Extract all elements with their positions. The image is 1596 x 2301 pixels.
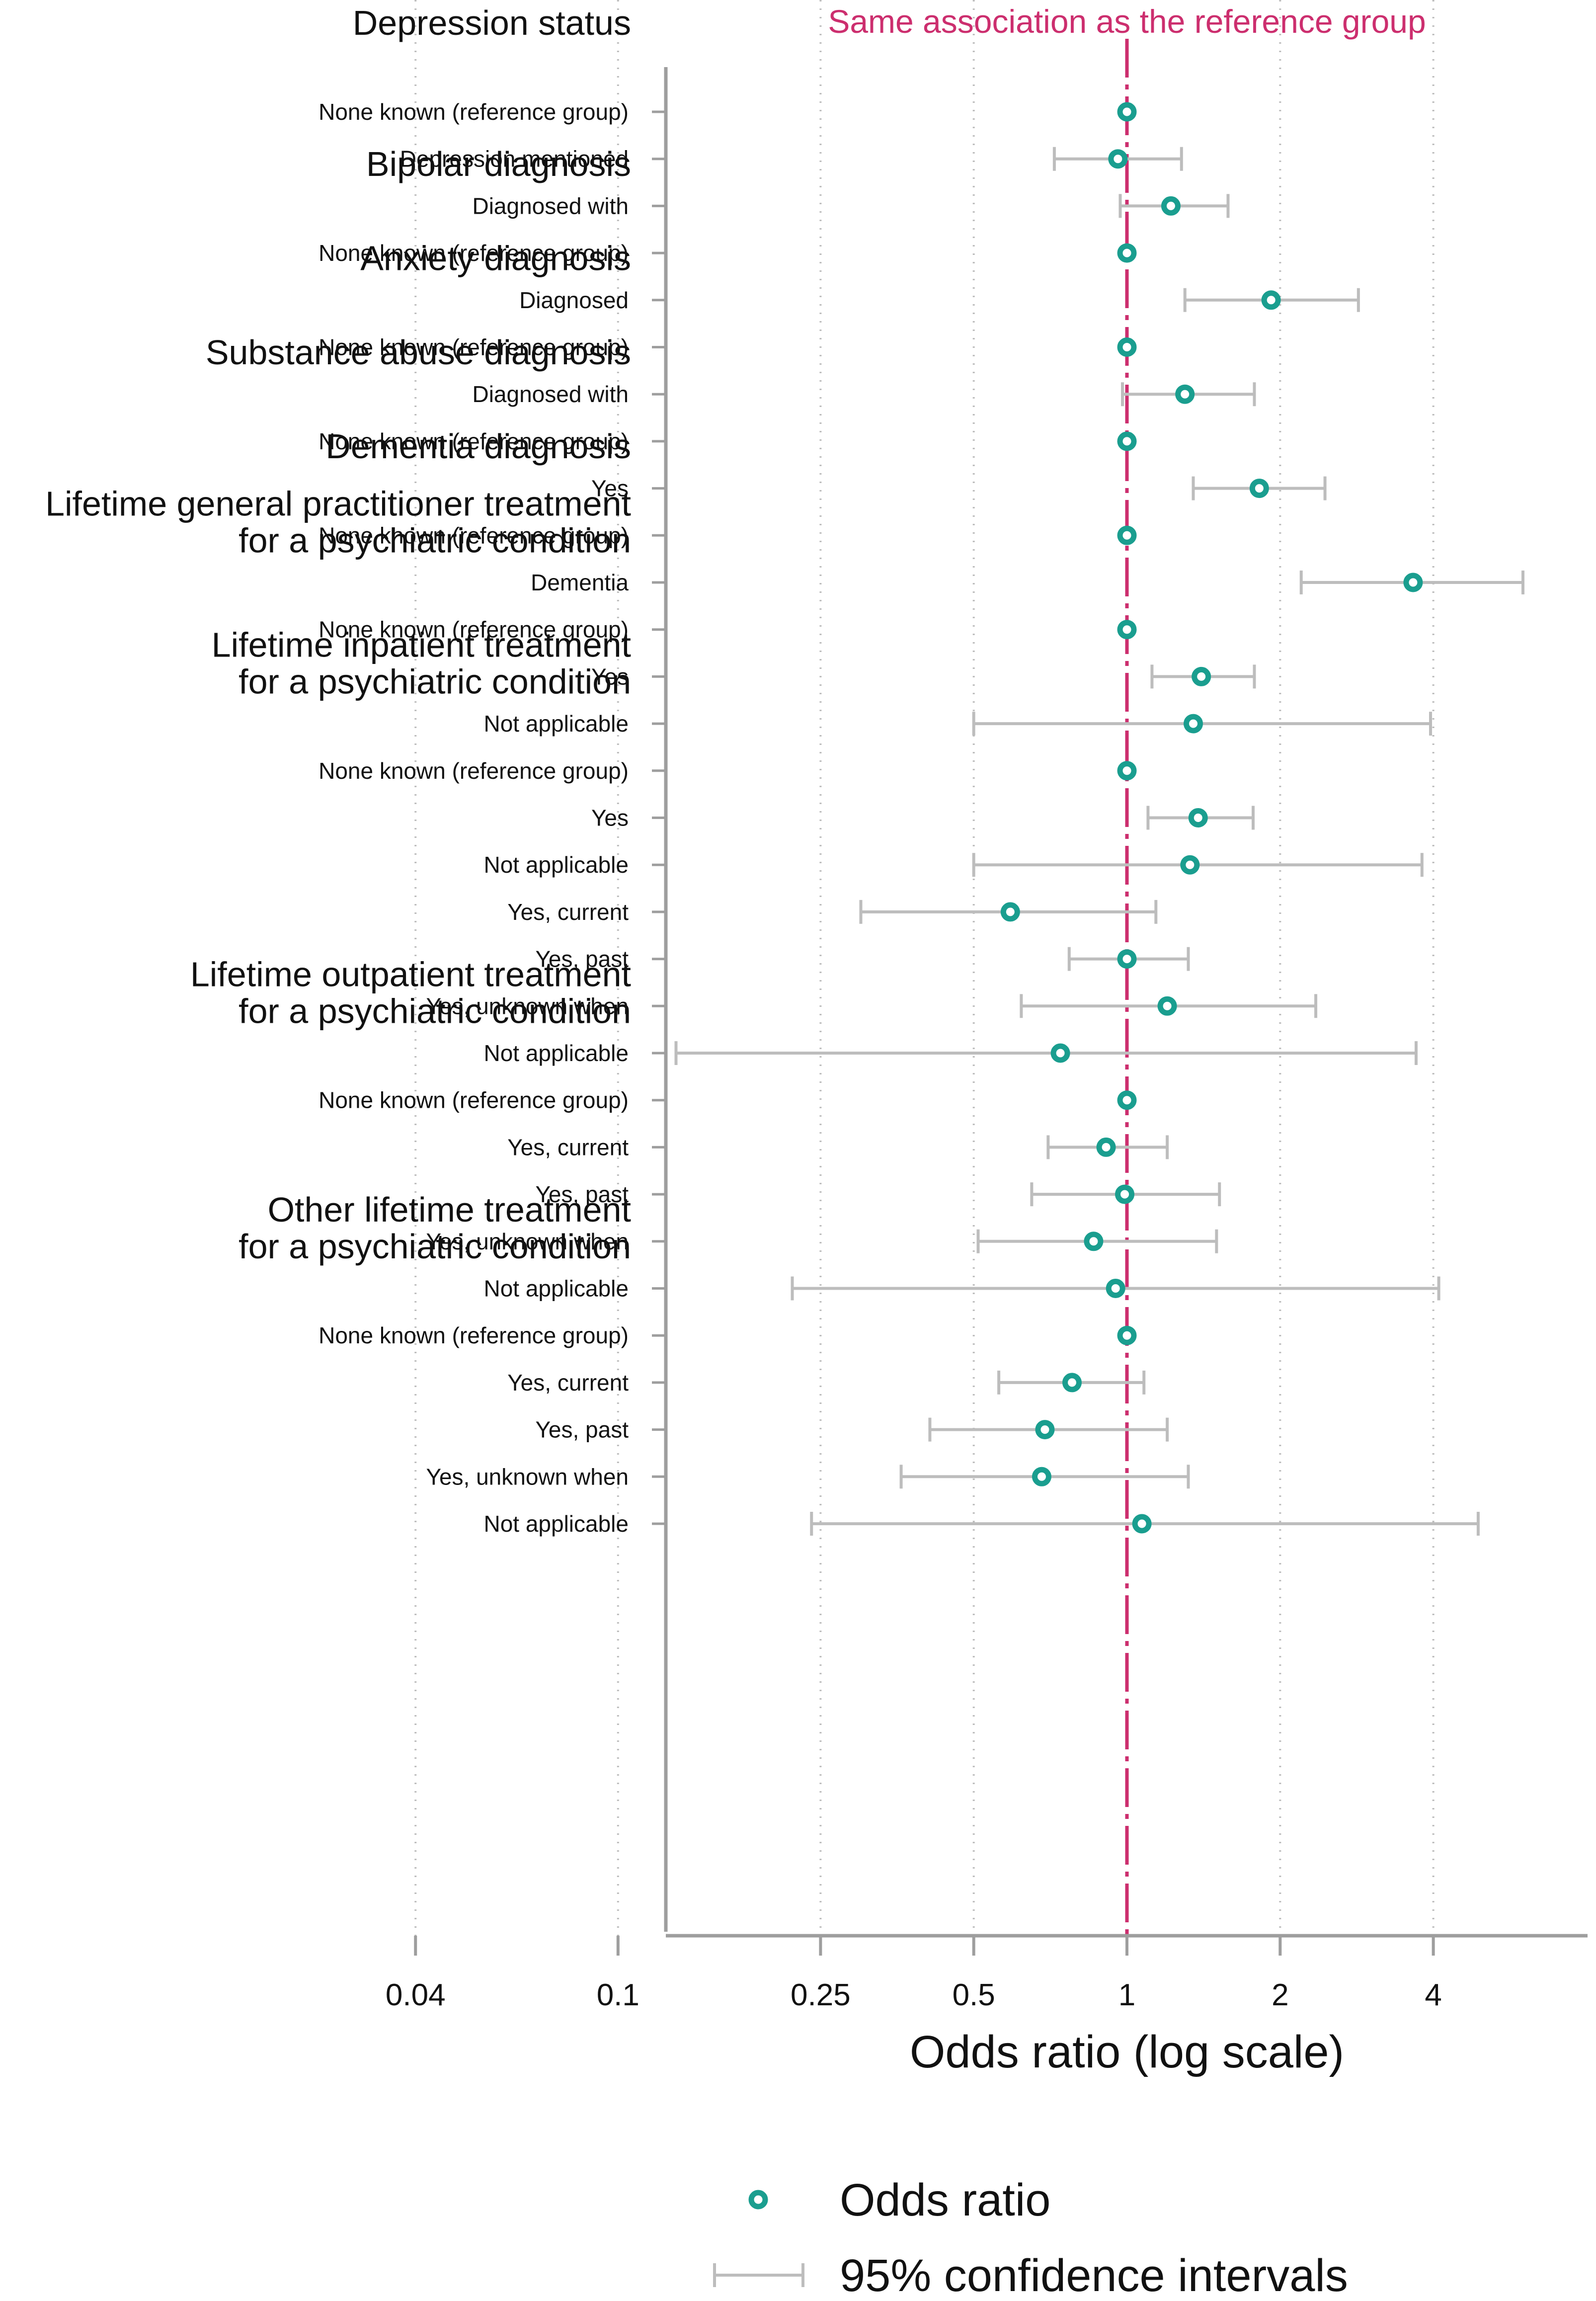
row-label-1-0: None known (reference group): [319, 240, 629, 266]
or-point-2-0: [1117, 337, 1137, 357]
or-point-5-1: [1192, 666, 1211, 686]
reference-line-group: Same association as the reference group: [828, 3, 1426, 1936]
row-label-5-1: Yes: [591, 663, 629, 689]
row-label-8-1: Yes, current: [507, 1370, 629, 1396]
or-point-7-1: [1096, 1137, 1116, 1157]
row-label-2-0: None known (reference group): [319, 334, 629, 360]
or-point-7-2: [1115, 1184, 1135, 1204]
legend-point-symbol: [748, 2190, 768, 2210]
data-rows: Depression status None known (reference g…: [45, 3, 1524, 1537]
row-label-4-1: Dementia: [531, 570, 629, 595]
or-point-6-3: [1000, 902, 1020, 922]
row-label-8-3: Yes, unknown when: [426, 1464, 629, 1489]
row-label-7-0: None known (reference group): [319, 1087, 629, 1113]
row-label-2-1: Diagnosed with: [472, 381, 629, 407]
row-label-6-1: Yes: [591, 805, 629, 831]
row-label-6-6: Not applicable: [483, 1040, 629, 1066]
row-label-8-2: Yes, past: [535, 1417, 629, 1443]
row-label-5-2: Not applicable: [483, 711, 629, 737]
group-title-3-0: Substance abuse diagnosis: [206, 333, 631, 372]
row-label-8-4: Not applicable: [483, 1511, 629, 1537]
row-label-7-4: Not applicable: [483, 1276, 629, 1302]
or-point-6-2: [1180, 855, 1200, 875]
or-point-4-0: [1117, 525, 1137, 545]
or-point-6-6: [1050, 1043, 1070, 1063]
group-title-7-0: Lifetime outpatient treatment: [190, 955, 631, 994]
x-axis-title: Odds ratio (log scale): [910, 2027, 1344, 2077]
or-point-8-4: [1132, 1514, 1152, 1534]
or-point-4-1: [1403, 573, 1423, 592]
row-label-5-0: None known (reference group): [319, 617, 629, 643]
group-title-1-0: Bipolar diagnosis: [366, 145, 631, 183]
row-label-7-3: Yes, unknown when: [426, 1229, 629, 1254]
or-point-6-4: [1117, 949, 1137, 969]
ci-bar-6-6: [674, 1041, 1418, 1065]
or-point-0-0: [1117, 102, 1137, 122]
or-point-7-0: [1117, 1090, 1137, 1110]
group-title-5-0: Lifetime general practitioner treatment: [45, 485, 631, 523]
or-point-1-1: [1261, 290, 1281, 310]
or-point-2-1: [1175, 384, 1195, 404]
or-point-3-0: [1117, 431, 1137, 451]
row-label-0-0: None known (reference group): [319, 99, 629, 125]
or-point-0-1: [1108, 149, 1128, 169]
legend: Odds ratio 95% confidence intervals: [713, 2175, 1348, 2301]
legend-ci-label: 95% confidence intervals: [840, 2250, 1348, 2301]
row-label-6-3: Yes, current: [507, 899, 629, 925]
row-label-7-2: Yes, past: [535, 1181, 629, 1207]
or-point-5-2: [1183, 714, 1203, 734]
row-label-6-2: Not applicable: [483, 852, 629, 878]
or-point-1-0: [1117, 243, 1137, 263]
row-label-6-0: None known (reference group): [319, 758, 629, 784]
or-point-6-0: [1117, 761, 1137, 781]
group-title-2-0: Anxiety diagnosis: [360, 239, 631, 277]
x-tick-label-3: 0.5: [953, 1978, 995, 2012]
row-label-0-1: Depression mentioned: [400, 146, 629, 172]
or-point-8-2: [1035, 1420, 1055, 1440]
x-tick-label-5: 2: [1272, 1978, 1288, 2012]
reference-line-label: Same association as the reference group: [828, 3, 1426, 40]
group-title-6-1: for a psychiatric condition: [239, 662, 631, 701]
x-tick-label-4: 1: [1118, 1978, 1135, 2012]
group-title-8-0: Other lifetime treatment: [268, 1190, 631, 1229]
legend-point-label: Odds ratio: [840, 2175, 1050, 2225]
or-point-6-1: [1188, 808, 1208, 827]
row-label-6-4: Yes, past: [535, 946, 629, 972]
or-point-0-2: [1161, 196, 1181, 216]
or-point-8-1: [1062, 1373, 1082, 1393]
or-point-8-3: [1032, 1467, 1051, 1486]
x-tick-label-1: 0.1: [597, 1978, 639, 2012]
row-label-7-1: Yes, current: [507, 1134, 629, 1160]
row-label-8-0: None known (reference group): [319, 1322, 629, 1348]
group-title-5-1: for a psychiatric condition: [239, 521, 631, 560]
row-label-6-5: Yes, unknown when: [426, 993, 629, 1019]
row-label-1-1: Diagnosed: [519, 287, 629, 313]
legend-ci-symbol: [713, 2263, 804, 2287]
or-point-8-0: [1117, 1325, 1137, 1345]
group-title-4-0: Dementia diagnosis: [325, 427, 631, 466]
row-label-3-1: Yes: [591, 476, 629, 501]
row-label-0-2: Diagnosed with: [472, 193, 629, 219]
row-label-3-0: None known (reference group): [319, 428, 629, 454]
or-point-7-4: [1106, 1279, 1125, 1298]
or-point-5-0: [1117, 620, 1137, 640]
row-label-4-0: None known (reference group): [319, 522, 629, 548]
group-title-7-1: for a psychiatric condition: [239, 992, 631, 1031]
or-point-6-5: [1157, 996, 1177, 1016]
group-title-0-0: Depression status: [353, 3, 631, 42]
group-title-6-0: Lifetime inpatient treatment: [212, 626, 631, 664]
or-point-7-3: [1084, 1232, 1104, 1251]
x-tick-label-2: 0.25: [791, 1978, 851, 2012]
or-point-3-1: [1249, 479, 1269, 498]
x-tick-label-0: 0.04: [386, 1978, 446, 2012]
x-tick-label-6: 4: [1425, 1978, 1441, 2012]
group-title-8-1: for a psychiatric condition: [239, 1227, 631, 1266]
axes: 0.040.10.250.51241025Odds ratio (log sca…: [386, 67, 1588, 2077]
